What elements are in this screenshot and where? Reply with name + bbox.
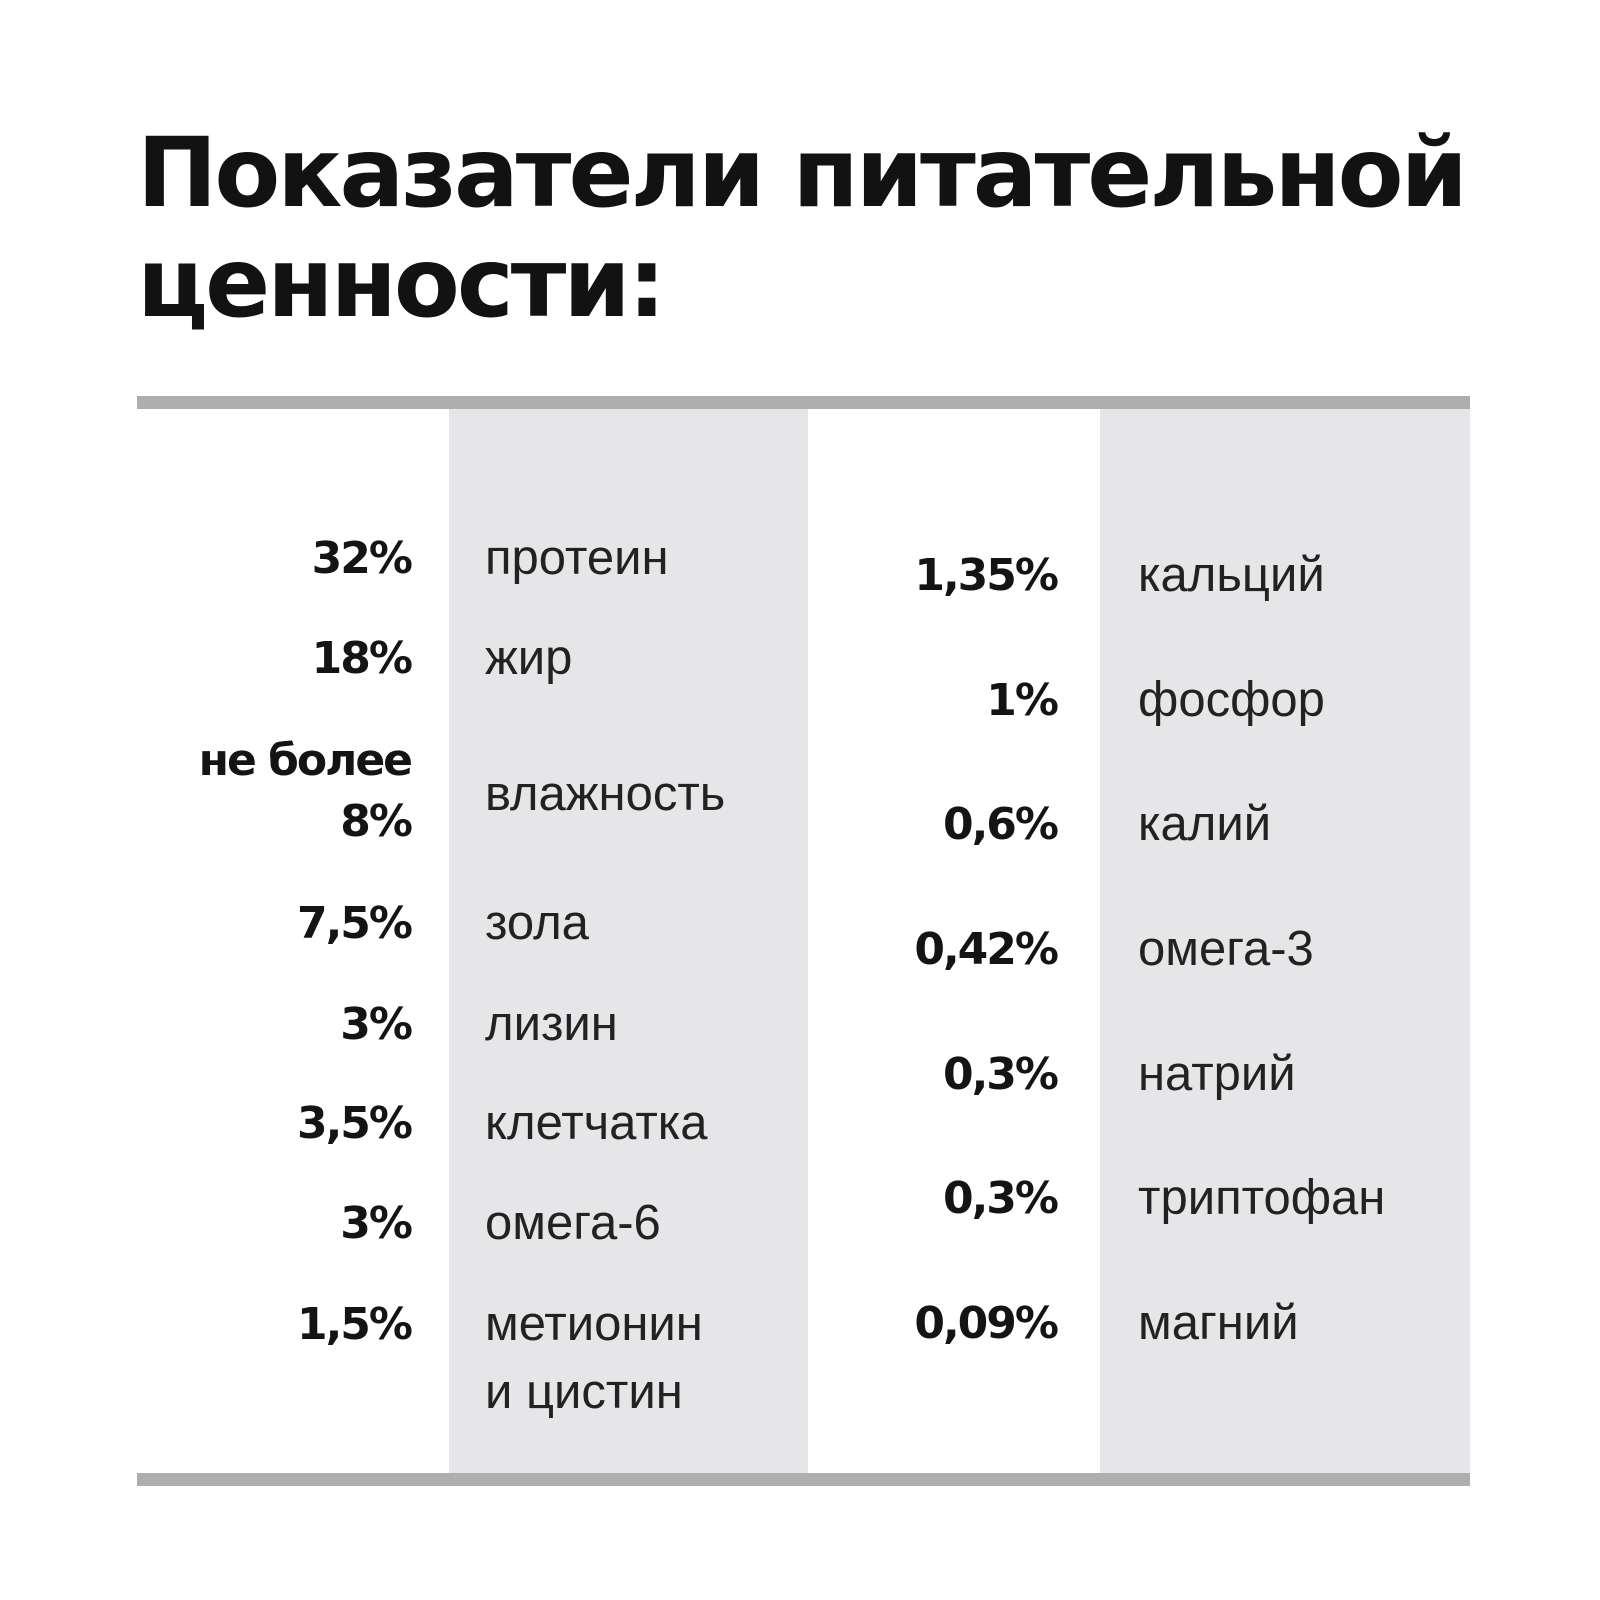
nutrient-value: 1,5% xyxy=(296,1299,413,1350)
nutrient-value: 1,35% xyxy=(914,550,1059,601)
nutrient-value: 1% xyxy=(986,675,1059,726)
nutrient-name: клетчатка xyxy=(485,1096,708,1150)
nutrient-value-line-1: не более xyxy=(198,735,413,786)
nutrient-value: 0,3% xyxy=(942,1049,1059,1100)
nutrient-name: лизин xyxy=(485,997,618,1051)
top-divider xyxy=(137,396,1470,409)
nutrient-value: 0,6% xyxy=(942,799,1059,850)
nutrient-value: 3,5% xyxy=(296,1098,413,1149)
nutrient-name: протеин xyxy=(485,531,669,585)
right-names-column-shade xyxy=(1100,409,1470,1473)
bottom-divider xyxy=(137,1473,1470,1486)
nutrient-name-line-1: метионин xyxy=(485,1297,703,1351)
nutrient-name: зола xyxy=(485,896,589,950)
nutrient-name: магний xyxy=(1138,1296,1299,1350)
nutrient-value: 7,5% xyxy=(296,898,413,949)
nutrient-name: влажность xyxy=(485,767,726,821)
nutrient-value: 3% xyxy=(340,999,413,1050)
title-line-2: ценности: xyxy=(137,227,666,339)
nutrient-value: 0,42% xyxy=(914,924,1059,975)
nutrient-name: фосфор xyxy=(1138,673,1325,727)
nutrient-value-line-2: 8% xyxy=(340,796,413,847)
nutrient-value: 18% xyxy=(311,633,413,684)
nutrient-value: 0,3% xyxy=(942,1173,1059,1224)
nutrient-value: 32% xyxy=(311,533,413,584)
nutrient-name: натрий xyxy=(1138,1047,1296,1101)
nutrient-name: калий xyxy=(1138,797,1272,851)
nutrient-name: омега-6 xyxy=(485,1196,661,1250)
title-line-1: Показатели питательной xyxy=(137,117,1468,229)
left-names-column-shade xyxy=(449,409,808,1473)
nutrient-name: жир xyxy=(485,631,573,685)
nutrient-value: 3% xyxy=(340,1198,413,1249)
page-title: Показатели питательной ценности: xyxy=(137,118,1477,338)
nutrient-name: кальций xyxy=(1138,548,1325,602)
nutrient-value: 0,09% xyxy=(914,1298,1059,1349)
nutrient-name: триптофан xyxy=(1138,1171,1386,1225)
nutrient-name: омега-3 xyxy=(1138,922,1314,976)
nutrient-name-line-2: и цистин xyxy=(485,1365,683,1419)
